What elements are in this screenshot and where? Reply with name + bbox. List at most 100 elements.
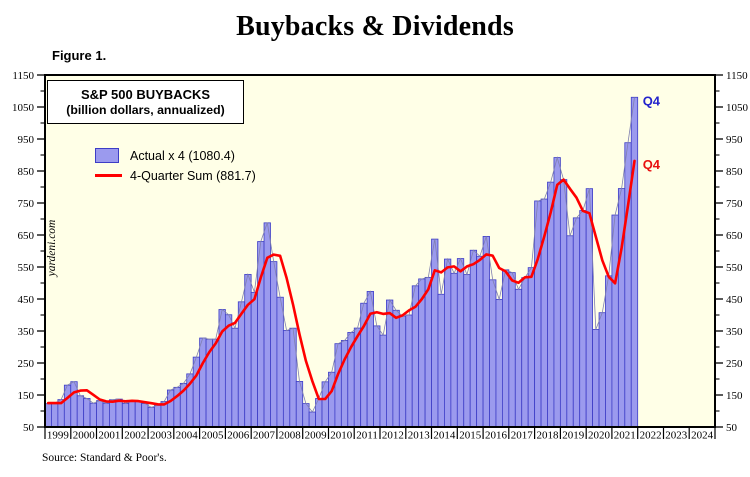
- y-axis-label-right: 750: [726, 198, 743, 210]
- x-axis-year-label: 2011: [356, 430, 378, 442]
- bar-quarter: [366, 291, 374, 428]
- bar-quarter: [579, 210, 587, 428]
- x-axis-year-label: 2017: [511, 430, 534, 442]
- bar-quarter: [379, 334, 387, 428]
- bar-quarter: [617, 188, 626, 428]
- page-title: Buybacks & Dividends: [236, 11, 514, 42]
- bar-quarter: [463, 274, 471, 428]
- bar-quarter: [212, 338, 220, 428]
- x-axis-year-label: 2004: [176, 430, 199, 442]
- bar-quarter: [276, 296, 284, 428]
- y-axis-label-left: 250: [18, 358, 35, 370]
- legend-item-4qsum: 4-Quarter Sum (881.7): [95, 167, 256, 184]
- y-axis-label-left: 550: [18, 262, 35, 274]
- bar-quarter: [328, 371, 336, 428]
- bar-quarter: [147, 406, 155, 428]
- x-axis-year-label: 2003: [150, 430, 173, 442]
- bar-quarter: [199, 337, 207, 428]
- bar-quarter: [508, 272, 516, 428]
- bar-quarter: [289, 327, 297, 428]
- y-axis-label-right: 1150: [726, 70, 748, 82]
- bar-quarter: [392, 309, 400, 428]
- y-axis-label-right: 850: [726, 166, 743, 178]
- bar-quarter: [482, 236, 490, 428]
- bar-quarter: [128, 400, 136, 428]
- bar-quarter: [83, 398, 91, 428]
- bar-quarter: [450, 272, 458, 428]
- bar-series-swatch-icon: [95, 148, 119, 163]
- chart-legend: Actual x 4 (1080.4) 4-Quarter Sum (881.7…: [95, 147, 256, 187]
- chart-title-text: S&P 500 BUYBACKS: [80, 86, 211, 102]
- x-axis-year-label: 2001: [98, 430, 120, 442]
- bar-quarter: [373, 325, 381, 428]
- bar-quarter: [70, 381, 78, 428]
- y-axis-label-left: 450: [18, 294, 35, 306]
- bar-quarter: [76, 395, 85, 428]
- bar-quarter: [237, 301, 246, 428]
- bar-quarter: [630, 96, 639, 428]
- bar-quarter: [166, 389, 175, 428]
- bar-quarter: [270, 261, 278, 428]
- bar-quarter: [456, 258, 465, 428]
- x-axis-year-label: 2012: [382, 430, 404, 442]
- bar-quarter: [89, 402, 97, 428]
- bar-quarter: [51, 402, 59, 428]
- y-axis-label-left: 1050: [12, 102, 35, 114]
- x-axis-year-label: 2002: [124, 430, 146, 442]
- x-axis-year-label: 2007: [253, 430, 276, 442]
- y-axis-label-right: 550: [726, 262, 743, 274]
- bar-quarter: [224, 314, 233, 428]
- bar-quarter: [121, 402, 130, 428]
- bar-quarter: [154, 404, 162, 428]
- y-axis-label-right: 450: [726, 294, 743, 306]
- y-axis-label-left: 850: [18, 166, 35, 178]
- watermark: yardeni.com: [46, 219, 58, 277]
- bar-quarter: [192, 356, 201, 428]
- bar-quarter: [476, 255, 484, 428]
- bar-quarter: [469, 249, 478, 428]
- x-axis-year-label: 2019: [562, 430, 585, 442]
- y-axis-label-right: 1050: [726, 102, 749, 114]
- bar-quarter: [250, 291, 258, 428]
- y-axis-label-left: 1150: [12, 70, 34, 82]
- line-end-label: Q4: [643, 157, 661, 172]
- x-axis-year-label: 2016: [485, 430, 508, 442]
- x-axis-year-label: 2005: [202, 430, 225, 442]
- bar-quarter: [495, 298, 503, 428]
- x-axis-year-label: 1999: [47, 430, 70, 442]
- bar-quarter: [566, 235, 574, 428]
- x-axis-year-label: 2015: [459, 430, 482, 442]
- bar-quarter: [231, 327, 239, 428]
- bar-quarter: [263, 222, 271, 428]
- bar-quarter: [605, 275, 613, 428]
- y-axis-label-right: 250: [726, 358, 743, 370]
- bar-quarter: [218, 309, 226, 428]
- bar-quarter: [501, 269, 510, 428]
- x-axis-year-label: 2010: [330, 430, 353, 442]
- bar-quarter: [386, 299, 394, 428]
- four-quarter-sum-line: [46, 159, 636, 406]
- legend-label-4qsum: 4-Quarter Sum (881.7): [130, 168, 256, 183]
- bar-quarter: [282, 330, 291, 428]
- x-axis-year-label: 2022: [640, 430, 662, 442]
- x-axis-year-label: 2023: [665, 430, 688, 442]
- y-axis-label-left: 650: [18, 230, 35, 242]
- y-axis-label-right: 950: [726, 134, 743, 146]
- bar-quarter: [244, 274, 252, 428]
- x-axis-year-label: 2021: [614, 430, 636, 442]
- bar-quarter: [141, 403, 149, 428]
- bar-quarter: [527, 267, 536, 428]
- x-axis-year-label: 2009: [305, 430, 328, 442]
- bar-quarter: [514, 288, 523, 428]
- figure-label: Figure 1.: [52, 48, 107, 63]
- y-axis-label-right: 150: [726, 390, 743, 402]
- x-axis-year-label: 2020: [588, 430, 611, 442]
- x-axis-year-label: 2013: [408, 430, 431, 442]
- bar-quarter: [559, 179, 568, 428]
- bar-quarter: [405, 314, 413, 428]
- bar-quarter: [398, 315, 407, 428]
- y-axis-label-right: 350: [726, 326, 743, 338]
- bar-end-label: Q4: [643, 93, 661, 108]
- legend-item-actual: Actual x 4 (1080.4): [95, 147, 256, 164]
